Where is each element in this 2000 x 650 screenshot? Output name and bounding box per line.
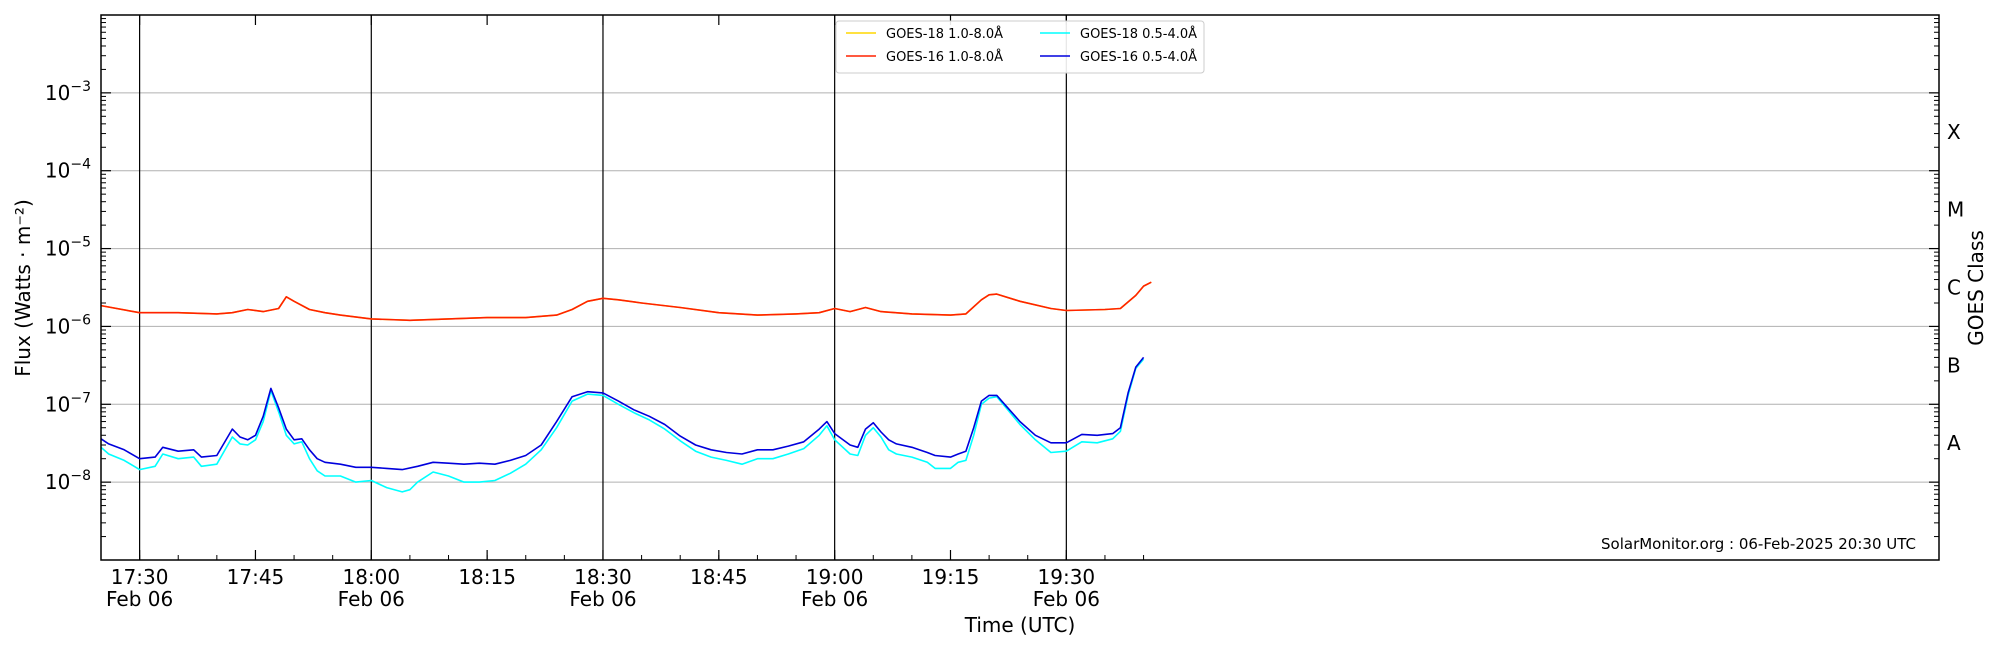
x-axis-title: Time (UTC) — [964, 613, 1076, 637]
x-tick-label: 17:45 — [227, 565, 285, 589]
x-tick-label: 19:00 — [806, 565, 864, 589]
goes-class-label: M — [1947, 198, 1964, 222]
x-tick-label: 18:30 — [574, 565, 632, 589]
series-lines — [100, 281, 1152, 493]
x-tick-label: 18:45 — [690, 565, 748, 589]
plot-frame — [100, 14, 1940, 561]
x-tick-date-label: Feb 06 — [106, 587, 173, 611]
series-line-3 — [100, 356, 1145, 471]
x-tick-label: 19:30 — [1038, 565, 1096, 589]
x-tick-date-label: Feb 06 — [1033, 587, 1100, 611]
legend-label: GOES-18 1.0-8.0Å — [886, 26, 1003, 42]
axis-ticks — [100, 15, 1939, 560]
y-tick-label: 10−8 — [45, 468, 91, 494]
legend-label: GOES-16 1.0-8.0Å — [886, 49, 1003, 65]
y-tick-label: 10−5 — [45, 235, 91, 261]
goes-class-label: C — [1947, 276, 1961, 300]
x-tick-label: 18:15 — [458, 565, 516, 589]
y-tick-labels: 10−8 10−7 10−6 10−5 10−4 10−3 — [45, 79, 91, 494]
right-axis-title: GOES Class — [1964, 230, 1988, 346]
x-tick-date-label: Feb 06 — [569, 587, 636, 611]
y-axis-title: Flux (Watts · m⁻²) — [11, 199, 35, 377]
goes-class-label: X — [1947, 120, 1961, 144]
legend-box — [835, 20, 1205, 74]
x-tick-label: 17:30 — [111, 565, 169, 589]
series-line-1 — [100, 281, 1152, 322]
x-tick-label: 18:00 — [342, 565, 400, 589]
legend-label: GOES-16 0.5-4.0Å — [1080, 49, 1197, 65]
goes-class-labels: A B C M X — [1947, 120, 1964, 455]
y-tick-label: 10−3 — [45, 79, 91, 105]
grid — [101, 15, 1939, 560]
series-line-2 — [100, 358, 1145, 493]
goes-class-label: B — [1947, 353, 1961, 377]
y-tick-label: 10−6 — [45, 312, 91, 338]
x-tick-label: 19:15 — [922, 565, 980, 589]
credit-text: SolarMonitor.org : 06-Feb-2025 20:30 UTC — [1601, 535, 1916, 553]
goes-class-label: A — [1947, 431, 1961, 455]
legend-label: GOES-18 0.5-4.0Å — [1080, 26, 1197, 42]
y-tick-label: 10−4 — [45, 157, 91, 183]
x-tick-date-label: Feb 06 — [801, 587, 868, 611]
legend-items: GOES-18 1.0-8.0Å GOES-16 1.0-8.0Å GOES-18 … — [846, 26, 1197, 65]
x-tick-date-label: Feb 06 — [338, 587, 405, 611]
y-tick-label: 10−7 — [45, 390, 91, 416]
legend: GOES-18 1.0-8.0Å GOES-16 1.0-8.0Å GOES-18 … — [835, 20, 1205, 74]
